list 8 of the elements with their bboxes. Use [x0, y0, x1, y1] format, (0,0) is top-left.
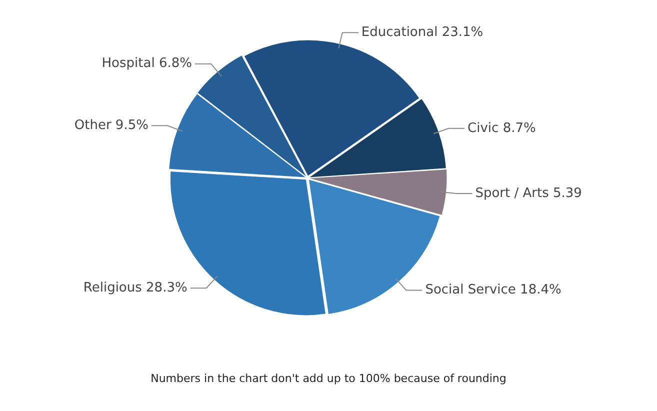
slice-label: Sport / Arts 5.39: [475, 186, 582, 201]
slice-label: Civic 8.7%: [468, 120, 536, 136]
slice-label: Religious 28.3%: [83, 280, 188, 296]
text: Numbers in the chart don't add up to 100% because of rounding: [150, 372, 508, 385]
slice-label: Other 9.5%: [74, 118, 148, 134]
slice-label: Educational 23.1%: [361, 25, 484, 40]
slice-label: Social Service 18.4%: [425, 282, 562, 298]
slice-label: Hospital 6.8%: [102, 56, 192, 72]
